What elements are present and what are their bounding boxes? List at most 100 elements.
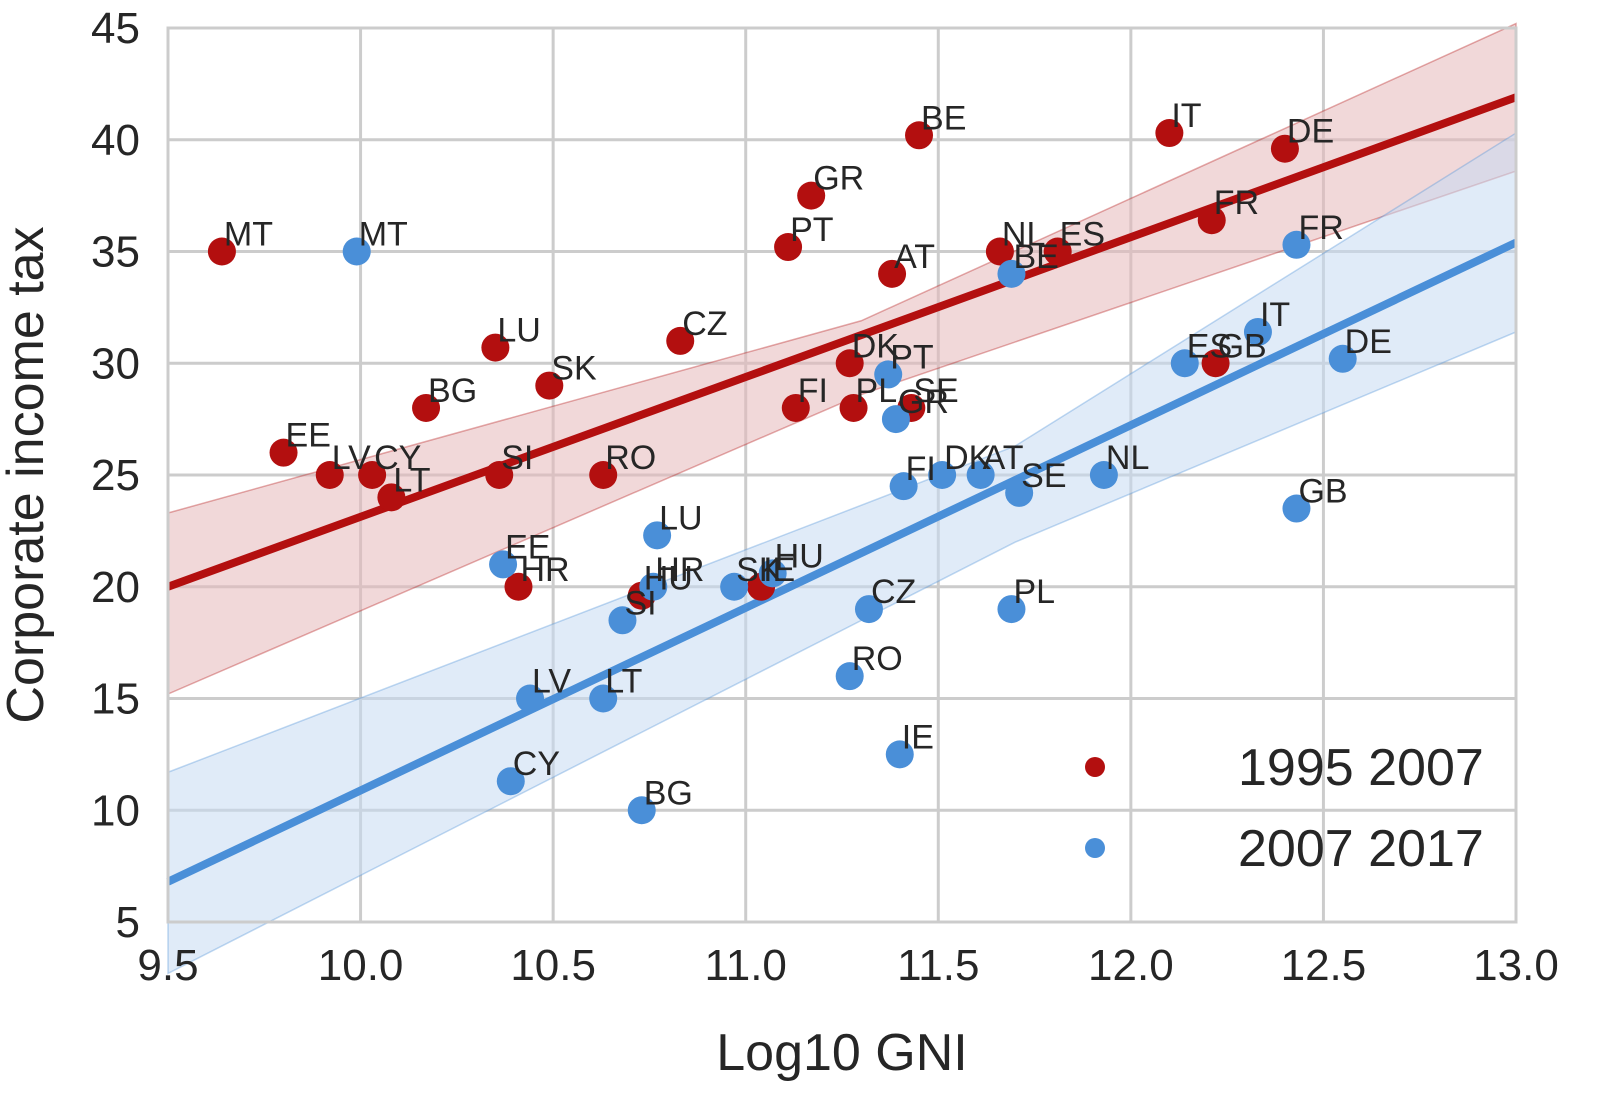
data-point-nl-1995-2007 [985, 237, 1014, 266]
point-label-gb: GB [1218, 327, 1267, 365]
point-label-se: SE [1021, 457, 1066, 495]
x-axis-title: Log10 GNI [716, 1024, 968, 1082]
point-label-pt: PT [790, 211, 833, 249]
point-label-lt: LT [393, 461, 430, 499]
data-point-ee-1995-2007 [269, 438, 298, 467]
data-point-it-1995-2007 [1155, 119, 1184, 148]
y-tick-label: 40 [91, 116, 140, 165]
data-point-ro-2007-2017 [835, 662, 864, 691]
point-label-hu: HU [644, 560, 693, 598]
point-label-mt: MT [359, 216, 408, 254]
legend-marker-2007-2017 [1085, 838, 1105, 858]
point-label-de: DE [1287, 113, 1334, 151]
point-label-de: DE [1345, 323, 1392, 361]
data-point-fi-2007-2017 [889, 472, 918, 501]
data-point-gb-1995-2007 [1201, 349, 1230, 378]
point-label-nl: NL [1002, 216, 1045, 254]
point-label-ro: RO [852, 640, 903, 678]
data-point-cy-1995-2007 [358, 461, 387, 489]
x-tick-label: 10.0 [318, 941, 404, 990]
y-tick-label: 35 [91, 228, 140, 277]
data-point-mt-1995-2007 [207, 237, 236, 266]
point-label-cz: CZ [871, 573, 916, 611]
point-label-lv: LV [532, 663, 571, 701]
data-point-cz-2007-2017 [854, 595, 883, 624]
point-label-dk: DK [852, 327, 900, 365]
data-point-bg-2007-2017 [627, 796, 656, 825]
point-label-gr: GR [813, 160, 864, 198]
data-point-de-1995-2007 [1270, 134, 1299, 163]
regression-line-2007-2017 [166, 238, 1518, 886]
data-point-be-1995-2007 [905, 121, 934, 150]
data-point-pt-1995-2007 [774, 233, 803, 262]
data-point-fr-2007-2017 [1282, 230, 1311, 259]
point-label-pl: PL [1013, 573, 1055, 611]
data-point-lv-2007-2017 [516, 684, 545, 713]
data-point-gr-2007-2017 [881, 405, 910, 434]
point-label-lu: LU [497, 312, 540, 350]
point-label-ie: IE [902, 718, 934, 756]
plot-frame [166, 26, 1518, 924]
data-point-fi-1995-2007 [781, 393, 810, 422]
data-point-ie-2007-2017 [885, 740, 914, 769]
point-label-lt: LT [605, 663, 642, 701]
y-axis-title: Corporate income tax [0, 226, 55, 723]
point-label-hr: HR [655, 551, 704, 589]
point-label-bg: BG [428, 372, 477, 410]
data-point-sk-2007-2017 [720, 572, 749, 601]
point-label-nl: NL [1106, 439, 1149, 477]
point-label-gr: GR [898, 383, 949, 421]
point-label-fi: FI [798, 372, 828, 410]
point-label-cz: CZ [682, 305, 727, 343]
point-label-fr: FR [1298, 209, 1343, 247]
data-point-se-2007-2017 [1005, 478, 1034, 507]
point-label-es: ES [1060, 216, 1105, 254]
data-point-lt-1995-2007 [377, 483, 406, 512]
y-tick-label: 20 [91, 563, 140, 612]
point-label-it: IT [1260, 296, 1290, 334]
point-label-dk: DK [944, 439, 992, 477]
x-tick-label: 12.5 [1281, 941, 1367, 990]
point-label-sk: SK [551, 350, 597, 388]
data-point-lu-2007-2017 [643, 521, 672, 550]
data-point-fr-1995-2007 [1197, 206, 1226, 235]
legend: 1995 2007 2007 2017 [1085, 739, 1484, 878]
y-tick-label: 10 [91, 786, 140, 835]
x-tick-label: 12.0 [1088, 941, 1174, 990]
point-label-mt: MT [224, 216, 273, 254]
x-tick-label: 11.5 [897, 941, 979, 990]
point-label-ee: EE [286, 417, 331, 455]
data-point-hr-2007-2017 [639, 572, 668, 601]
data-point-gr-1995-2007 [797, 181, 826, 210]
data-point-nl-2007-2017 [1089, 461, 1118, 489]
data-point-dk-2007-2017 [928, 461, 957, 489]
data-point-ro-1995-2007 [589, 461, 618, 489]
data-point-es-1995-2007 [1043, 237, 1072, 266]
data-point-pt-2007-2017 [874, 360, 903, 389]
data-point-de-2007-2017 [1328, 344, 1357, 373]
y-tick-label: 30 [91, 339, 140, 388]
point-label-at: AT [983, 439, 1024, 477]
data-point-at-1995-2007 [878, 259, 907, 288]
point-label-pt: PT [890, 338, 933, 376]
data-point-lv-1995-2007 [315, 461, 344, 489]
x-tick-label: 10.5 [510, 941, 596, 990]
data-point-it-2007-2017 [1243, 317, 1272, 346]
point-label-lu: LU [659, 499, 702, 537]
point-label-pl: PL [856, 372, 898, 410]
legend-marker-1995-2007 [1085, 757, 1105, 777]
data-point-pl-2007-2017 [997, 595, 1026, 624]
data-point-si-1995-2007 [485, 461, 514, 489]
data-point-ee-2007-2017 [489, 550, 518, 579]
data-points [207, 119, 1357, 825]
y-tick-label: 5 [116, 898, 140, 947]
point-label-at: AT [894, 238, 935, 276]
data-point-pl-1995-2007 [839, 393, 868, 422]
data-point-cy-2007-2017 [496, 767, 525, 796]
legend-label-1995-2007: 1995 2007 [1238, 739, 1484, 797]
data-point-hr-1995-2007 [504, 572, 533, 601]
point-label-se: SE [913, 372, 958, 410]
point-label-ie: IE [763, 551, 795, 589]
